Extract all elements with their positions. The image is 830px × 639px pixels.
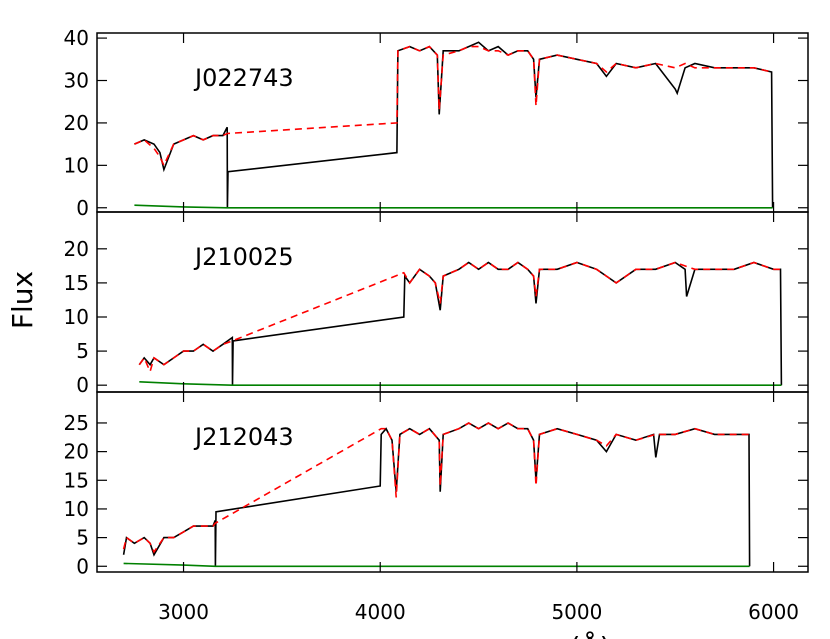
y-tick-label: 20	[64, 440, 89, 464]
y-tick-label: 30	[64, 69, 89, 93]
spectrum-line	[138, 261, 783, 386]
object-label: J210025	[193, 243, 294, 271]
y-tick-label: 15	[64, 271, 89, 295]
y-tick-label: 0	[76, 554, 89, 578]
y-tick-label: 15	[64, 468, 89, 492]
y-tick-label: 0	[76, 373, 89, 397]
y-tick-label: 5	[76, 339, 89, 363]
spectrum-line	[134, 45, 772, 168]
x-axis-label: (Å)	[569, 630, 610, 639]
spectrum-line	[123, 562, 750, 568]
panel-frame	[96, 391, 809, 573]
y-tick-label: 10	[64, 305, 89, 329]
object-label: J212043	[193, 423, 294, 451]
y-tick-label: 0	[76, 196, 89, 220]
y-tick-label: 10	[64, 153, 89, 177]
spectrum-line	[139, 381, 782, 386]
panel-frame	[96, 211, 809, 393]
y-axis-label: Flux	[6, 271, 39, 329]
panel-frame	[96, 32, 809, 213]
x-tick-label: 3000	[158, 600, 209, 624]
y-tick-label: 10	[64, 497, 89, 521]
x-tick-label: 6000	[748, 600, 799, 624]
y-tick-label: 20	[64, 237, 89, 261]
spectrum-line	[138, 261, 781, 374]
y-tick-label: 25	[64, 411, 89, 435]
x-tick-label: 5000	[551, 600, 602, 624]
spectrum-line	[134, 204, 773, 209]
y-tick-label: 5	[76, 526, 89, 550]
spectrum-line	[122, 422, 749, 554]
x-tick-label: 4000	[355, 600, 406, 624]
object-label: J022743	[193, 64, 294, 92]
y-tick-label: 20	[64, 111, 89, 135]
y-tick-label: 40	[64, 26, 89, 50]
